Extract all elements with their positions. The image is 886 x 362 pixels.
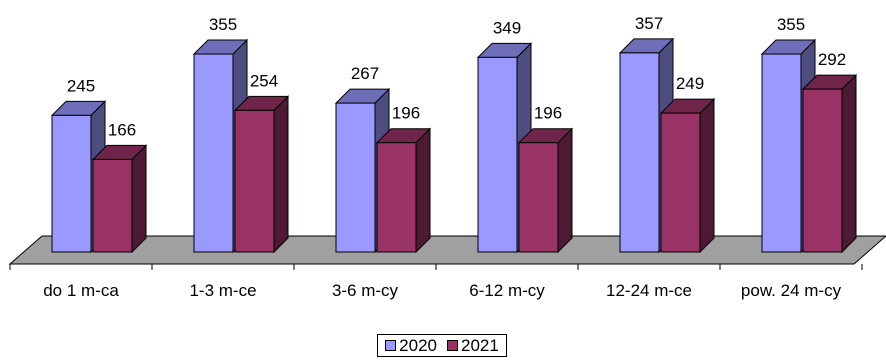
- bar-front: [335, 102, 376, 253]
- bar-2021-0: [91, 144, 148, 254]
- value-label-2020-3: 349: [493, 18, 521, 37]
- bar-2021-4: [659, 97, 716, 254]
- category-label-5: pow. 24 m-cy: [741, 281, 842, 300]
- chart-legend: 2020 2021: [377, 334, 507, 357]
- value-label-2021-2: 196: [392, 104, 420, 123]
- legend-item-2021: 2021: [447, 336, 499, 356]
- bar-front: [51, 114, 92, 253]
- bar-front: [477, 56, 518, 253]
- bar-2021-1: [233, 95, 290, 254]
- bar-front: [761, 53, 802, 253]
- legend-swatch-2020: [385, 340, 397, 351]
- category-label-1: 1-3 m-ce: [189, 281, 256, 300]
- value-label-2020-4: 357: [635, 14, 663, 33]
- bar-side: [273, 95, 289, 254]
- value-label-2020-1: 355: [209, 15, 237, 34]
- bar-front: [660, 112, 701, 253]
- bar-front: [92, 158, 133, 253]
- bar-2021-2: [375, 127, 432, 254]
- legend-label-2021: 2021: [461, 335, 499, 355]
- bar-front: [193, 53, 234, 253]
- bar-front: [619, 52, 660, 253]
- value-label-2021-3: 196: [534, 104, 562, 123]
- bar-side: [699, 97, 715, 254]
- bar-side: [557, 127, 573, 254]
- bar-side: [841, 73, 857, 254]
- category-label-0: do 1 m-ca: [43, 281, 119, 300]
- bar-front: [518, 142, 559, 253]
- value-label-2020-2: 267: [351, 64, 379, 83]
- bar-front: [234, 109, 275, 253]
- category-label-4: 12-24 m-ce: [606, 281, 692, 300]
- bar-side: [131, 144, 147, 254]
- chart-bars: [50, 37, 858, 254]
- bar-front: [802, 88, 843, 253]
- value-label-2021-4: 249: [676, 74, 704, 93]
- bar-side: [415, 127, 431, 254]
- chart-value-labels: 245 355 267 349 357 355 166 254 196 196 249 292: [67, 14, 846, 140]
- bar-front: [376, 142, 417, 253]
- category-label-2: 3-6 m-cy: [332, 281, 399, 300]
- legend-item-2020: 2020: [385, 336, 437, 356]
- value-label-2021-1: 254: [250, 71, 278, 90]
- category-label-3: 6-12 m-cy: [469, 281, 545, 300]
- value-label-2021-5: 292: [818, 50, 846, 69]
- value-label-2020-0: 245: [67, 76, 95, 95]
- bar-2021-3: [517, 127, 574, 254]
- value-label-2021-0: 166: [108, 120, 136, 139]
- legend-swatch-2021: [447, 340, 458, 351]
- bar-2021-5: [801, 73, 858, 254]
- value-label-2020-5: 355: [777, 15, 805, 34]
- category-axis: do 1 m-ca 1-3 m-ce 3-6 m-cy 6-12 m-cy 12-24 …: [9, 263, 863, 300]
- legend-label-2020: 2020: [399, 335, 437, 355]
